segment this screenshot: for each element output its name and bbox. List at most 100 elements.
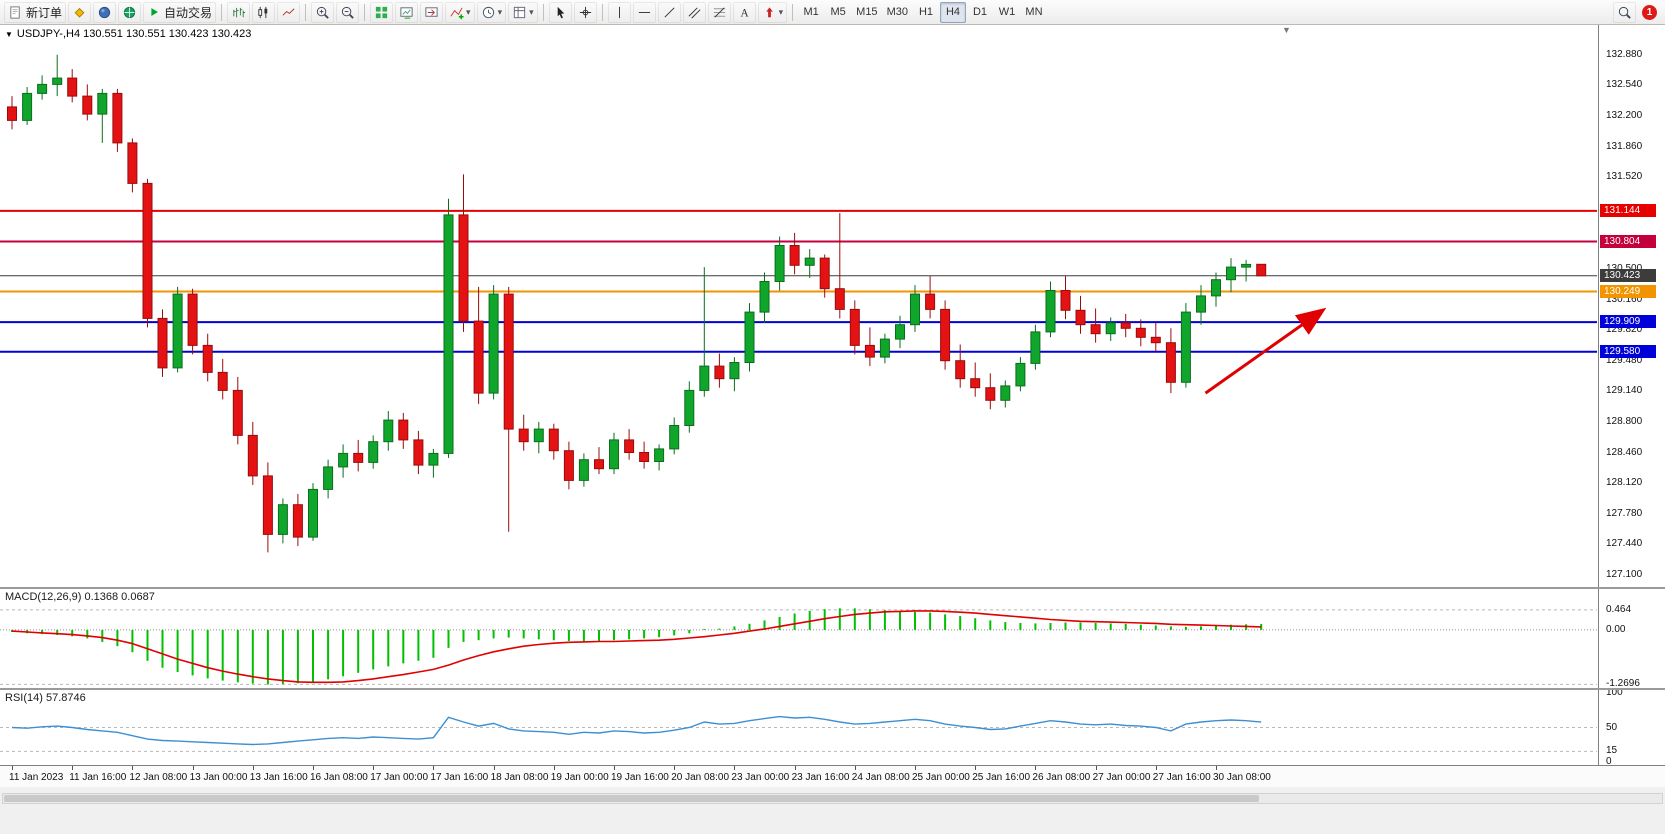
vertical-line-tool-button[interactable] (607, 1, 631, 23)
time-axis-tick (794, 766, 796, 770)
timeframe-button-m5[interactable]: M5 (825, 2, 851, 23)
chart-shift-button[interactable] (420, 1, 444, 23)
time-axis-tick (734, 766, 736, 770)
channel-tool-button[interactable] (682, 1, 706, 23)
chart-collapse-icon[interactable]: ▼ (5, 29, 13, 39)
price-axis-label: 131.520 (1606, 171, 1643, 183)
chevron-down-icon[interactable]: ▾ (466, 6, 471, 17)
price-axis-label: 128.460 (1606, 446, 1643, 458)
cursor-button[interactable] (548, 1, 572, 23)
main-chart-canvas[interactable] (0, 25, 1597, 587)
time-axis-label: 23 Jan 16:00 (791, 772, 850, 783)
cursor-icon (557, 6, 564, 18)
timeframe-button-m30[interactable]: M30 (883, 2, 912, 23)
time-axis-tick (1216, 766, 1217, 770)
line-chart-button[interactable] (277, 1, 301, 23)
time-axis-tick (614, 766, 615, 770)
rsi-scale-label: 50 (1606, 721, 1618, 733)
timeframe-button-mn[interactable]: MN (1021, 2, 1047, 23)
zoom-out-button[interactable] (336, 1, 360, 23)
scrollbar-thumb[interactable] (4, 795, 1259, 802)
trendline-tool-button[interactable] (657, 1, 681, 23)
line-chart-icon (282, 7, 295, 16)
crosshair-button[interactable] (573, 1, 597, 23)
price-line-badge: 129.909 (1600, 315, 1656, 329)
bar-chart-icon (233, 7, 246, 17)
crosshair-icon (579, 6, 591, 18)
templates-icon (513, 6, 526, 18)
time-axis-tick (1095, 766, 1097, 770)
price-axis-label: 127.780 (1606, 507, 1643, 519)
price-axis-label: 132.540 (1606, 79, 1643, 91)
gold-diamond-icon (74, 7, 85, 18)
rsi-indicator-label: RSI(14) 57.8746 (5, 692, 86, 704)
time-axis-label: 13 Jan 16:00 (249, 772, 308, 783)
new-order-label: 新订单 (26, 5, 63, 20)
chart-shift-marker[interactable]: ▼ (1282, 25, 1291, 35)
timeframe-button-h4[interactable]: H4 (939, 1, 966, 23)
rsi-panel-canvas[interactable] (0, 690, 1597, 765)
time-axis[interactable]: 11 Jan 2023 11 Jan 16:00 12 Jan 08:00 13 Ja… (0, 765, 1665, 787)
text-tool-button[interactable]: A (732, 1, 756, 23)
timeframe-button-d1[interactable]: D1 (967, 2, 993, 23)
price-axis-label: 132.200 (1606, 109, 1643, 121)
time-axis-label: 23 Jan 00:00 (731, 772, 790, 783)
price-axis-label: 127.100 (1606, 568, 1643, 580)
macd-panel-canvas[interactable] (0, 589, 1597, 688)
time-axis-tick (1035, 766, 1037, 770)
toolbar: 新订单 自动交易 (0, 0, 1665, 25)
timeframe-button-w1[interactable]: W1 (994, 2, 1020, 23)
time-axis-label: 25 Jan 00:00 (912, 772, 970, 783)
time-axis-label: 30 Jan 08:00 (1213, 772, 1271, 783)
panel-splitter-macd[interactable] (0, 587, 1665, 589)
tile-windows-icon (375, 6, 388, 18)
indicators-button[interactable]: ▾ (445, 1, 475, 23)
periods-button[interactable]: ▾ (476, 1, 507, 23)
auto-trading-button[interactable]: 自动交易 (143, 1, 217, 23)
chevron-down-icon[interactable]: ▾ (529, 6, 534, 17)
auto-scroll-button[interactable] (395, 1, 419, 23)
price-axis[interactable]: 132.880 132.540 132.200 131.860 131.520 130.5… (1598, 25, 1665, 767)
panel-splitter-rsi[interactable] (0, 688, 1665, 690)
notification-badge[interactable]: 1 (1642, 4, 1657, 20)
macd-indicator-label: MACD(12,26,9) 0.1368 0.0687 (5, 591, 155, 603)
timeframe-button-m1[interactable]: M1 (798, 2, 824, 23)
horizontal-scrollbar[interactable] (2, 793, 1663, 804)
chevron-down-icon[interactable]: ▾ (778, 6, 784, 17)
price-axis-label: 127.440 (1606, 538, 1643, 550)
bar-chart-button[interactable] (227, 1, 251, 23)
indicators-icon (450, 7, 464, 19)
text-tool-icon: A (740, 7, 749, 19)
timeframe-group: M1 M5 M15 M30 H1 H4 D1 W1 MN (798, 1, 1047, 23)
new-order-button[interactable]: 新订单 (4, 1, 67, 23)
zoom-in-icon (316, 6, 329, 19)
arrow-objects-button[interactable]: ▾ (757, 1, 788, 23)
timeframe-button-m15[interactable]: M15 (852, 2, 881, 23)
notification-count: 1 (1646, 6, 1653, 18)
chevron-down-icon[interactable]: ▾ (497, 6, 503, 17)
candlestick-chart-button[interactable] (252, 1, 276, 23)
timeframe-button-h1[interactable]: H1 (913, 2, 939, 23)
toolbar-separator (364, 3, 366, 21)
toolbar-right-group: 1 (1613, 1, 1661, 23)
horizontal-line-tool-button[interactable] (632, 1, 656, 23)
search-button[interactable] (1613, 1, 1636, 23)
zoom-in-button[interactable] (311, 1, 335, 23)
gold-diamond-button[interactable] (68, 1, 92, 23)
blue-sphere-button[interactable] (93, 1, 117, 23)
toolbar-separator (601, 3, 603, 21)
green-globe-button[interactable] (118, 1, 142, 23)
time-axis-label: 20 Jan 08:00 (671, 772, 730, 783)
search-icon (1618, 6, 1631, 19)
time-axis-tick (854, 766, 856, 770)
auto-scroll-icon (400, 6, 413, 19)
time-axis-tick (12, 766, 13, 770)
tile-windows-button[interactable] (370, 1, 394, 23)
price-line-badge: 130.804 (1600, 234, 1656, 248)
rsi-value: 57.8746 (45, 692, 86, 704)
fibonacci-tool-button[interactable] (707, 1, 731, 23)
time-axis-label: 19 Jan 16:00 (611, 772, 669, 783)
clock-icon (482, 6, 494, 18)
templates-button[interactable]: ▾ (508, 1, 538, 23)
